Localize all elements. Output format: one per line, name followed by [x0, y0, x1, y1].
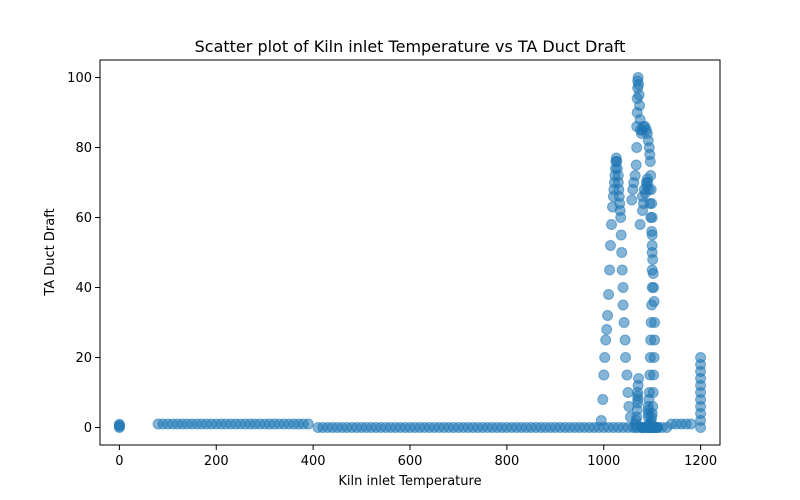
data-point	[647, 387, 659, 398]
data-point	[615, 212, 627, 223]
data-point	[645, 212, 657, 223]
data-point	[599, 352, 611, 363]
data-point	[648, 369, 660, 381]
data-point	[621, 369, 633, 381]
data-point	[618, 317, 630, 328]
data-point	[695, 352, 707, 363]
x-tick-label: 200	[204, 454, 229, 469]
data-point	[644, 198, 656, 209]
data-point	[616, 264, 628, 276]
x-tick-label: 1000	[587, 454, 620, 469]
data-point	[633, 89, 645, 101]
chart-title: Scatter plot of Kiln inlet Temperature v…	[195, 37, 626, 56]
data-point	[595, 415, 607, 426]
data-point	[644, 156, 656, 167]
data-point	[634, 100, 646, 111]
x-axis-label: Kiln inlet Temperature	[338, 474, 481, 489]
data-point	[113, 418, 125, 430]
x-tick-label: 800	[494, 454, 519, 469]
data-point	[598, 369, 610, 381]
data-point	[646, 226, 658, 237]
y-tick-label: 40	[75, 281, 92, 296]
data-point	[647, 268, 659, 279]
y-tick-label: 100	[67, 71, 92, 86]
x-tick-label: 1200	[684, 454, 717, 469]
data-point	[649, 334, 661, 346]
y-tick-label: 20	[75, 351, 92, 366]
y-tick-label: 60	[75, 211, 92, 226]
data-point	[603, 289, 615, 300]
data-point	[649, 317, 661, 328]
x-tick-label: 600	[398, 454, 423, 469]
data-point	[601, 324, 613, 335]
y-axis-ticks: 0 20 40 60 80 100	[67, 71, 100, 436]
data-point	[631, 142, 643, 153]
data-point	[648, 352, 660, 363]
data-point	[643, 184, 655, 195]
data-point	[634, 219, 646, 230]
data-point	[616, 247, 628, 258]
data-point	[685, 418, 697, 430]
data-point	[617, 299, 629, 311]
data-point	[648, 282, 660, 293]
data-point	[629, 170, 641, 181]
data-point	[622, 387, 634, 398]
data-points	[113, 72, 707, 433]
data-point	[615, 229, 627, 241]
data-point	[619, 334, 631, 346]
data-point	[302, 418, 314, 430]
data-point	[602, 310, 614, 321]
data-point	[646, 240, 658, 251]
data-point	[630, 159, 642, 171]
data-point	[604, 264, 616, 276]
data-point	[620, 352, 631, 363]
y-axis-label: TA Duct Draft	[43, 208, 58, 296]
data-point	[652, 422, 664, 433]
data-point	[597, 394, 609, 405]
x-tick-label: 0	[115, 454, 123, 469]
data-point	[605, 240, 616, 251]
y-tick-label: 0	[84, 421, 92, 436]
data-point	[626, 194, 638, 206]
data-point	[606, 219, 617, 230]
data-point	[647, 254, 659, 265]
x-axis-ticks: 0 200 400 600 800 1000 1200	[115, 445, 717, 469]
data-point	[617, 282, 629, 293]
data-point	[600, 334, 612, 346]
x-tick-label: 400	[301, 454, 326, 469]
y-tick-label: 80	[75, 141, 92, 156]
data-point	[648, 296, 660, 307]
data-point	[633, 373, 645, 384]
data-point	[633, 79, 645, 90]
